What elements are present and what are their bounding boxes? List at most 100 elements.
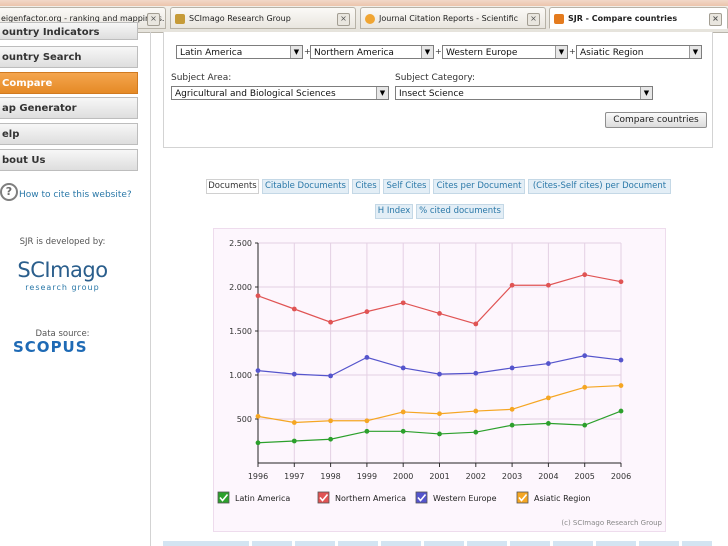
region-select-2[interactable]: Northern America ▼ xyxy=(310,45,434,59)
close-tab-icon[interactable]: × xyxy=(527,13,540,26)
browser-tab-scimago[interactable]: SCImago Research Group × xyxy=(170,7,356,29)
data-point xyxy=(437,371,442,377)
data-point xyxy=(509,365,515,371)
checkmark-icon xyxy=(319,493,329,502)
tab-bar-accent xyxy=(0,0,728,6)
tab-label: eigenfactor.org - ranking and mapping s.… xyxy=(1,14,166,23)
data-point xyxy=(509,406,515,412)
data-point xyxy=(618,279,624,285)
tab-self-cites[interactable]: Self Cites xyxy=(383,179,430,194)
dropdown-arrow-icon: ▼ xyxy=(421,46,433,58)
footer-bar-segment xyxy=(467,541,507,546)
dropdown-arrow-icon: ▼ xyxy=(376,87,388,99)
compare-countries-button[interactable]: Compare countries xyxy=(605,112,707,128)
data-point xyxy=(582,353,588,359)
chart-credit: (c) SCImago Research Group xyxy=(561,519,662,527)
scopus-logo: SCOPUS xyxy=(13,338,88,356)
y-tick-label: 500 xyxy=(237,415,252,424)
data-point xyxy=(400,365,406,371)
browser-tab-jcr[interactable]: Journal Citation Reports - Scientific × xyxy=(360,7,546,29)
data-point xyxy=(364,428,370,434)
data-point xyxy=(618,383,624,388)
subject-area-select[interactable]: Agricultural and Biological Sciences ▼ xyxy=(171,86,389,100)
sidebar-item-label: ountry Search xyxy=(2,52,82,63)
subject-category-select[interactable]: Insect Science ▼ xyxy=(395,86,653,100)
tab-cites[interactable]: Cites xyxy=(352,179,380,194)
subject-area-value: Agricultural and Biological Sciences xyxy=(175,89,336,99)
region-select-value: Western Europe xyxy=(446,48,518,58)
data-point xyxy=(546,421,551,426)
sidebar-item-help[interactable]: elp xyxy=(0,123,138,145)
data-point xyxy=(328,319,333,325)
region-select-1[interactable]: Latin America ▼ xyxy=(176,45,303,59)
footer-bar-segment xyxy=(295,541,335,546)
sidebar-item-country-indicators[interactable]: ountry Indicators xyxy=(0,22,138,40)
close-tab-icon[interactable]: × xyxy=(337,13,350,26)
region-select-3[interactable]: Western Europe ▼ xyxy=(442,45,568,59)
data-point xyxy=(509,422,515,428)
x-tick-label: 2005 xyxy=(575,472,595,481)
tab-h-index[interactable]: H Index xyxy=(375,204,413,219)
legend-checkbox-icon xyxy=(317,491,330,504)
data-point xyxy=(291,420,297,425)
close-tab-icon[interactable]: × xyxy=(709,13,722,26)
tab-percent-cited-documents[interactable]: % cited documents xyxy=(416,204,504,219)
x-tick-label: 2001 xyxy=(429,472,449,481)
tab-label: Journal Citation Reports - Scientific xyxy=(379,14,519,23)
data-point xyxy=(618,357,624,363)
how-to-cite-link[interactable]: How to cite this website? xyxy=(19,190,132,200)
data-point xyxy=(546,395,551,401)
data-point xyxy=(546,361,551,366)
sidebar-item-about-us[interactable]: bout Us xyxy=(0,149,138,171)
region-select-4[interactable]: Asiatic Region ▼ xyxy=(576,45,702,59)
data-point xyxy=(473,321,479,327)
data-point xyxy=(509,282,515,288)
y-tick-label: 2.500 xyxy=(229,239,252,248)
checkmark-icon xyxy=(219,493,229,502)
sidebar-item-label: ap Generator xyxy=(2,103,77,114)
dropdown-arrow-icon: ▼ xyxy=(555,46,567,58)
browser-tab-sjr-compare[interactable]: SJR - Compare countries × xyxy=(549,7,728,29)
help-icon: ? xyxy=(0,183,18,201)
data-point xyxy=(473,408,479,414)
tab-label: SCImago Research Group xyxy=(189,14,291,23)
tab-citable-documents[interactable]: Citable Documents xyxy=(262,179,349,194)
dropdown-arrow-icon: ▼ xyxy=(640,87,652,99)
sidebar-item-label: ountry Indicators xyxy=(2,27,100,38)
data-point xyxy=(364,355,370,360)
region-select-value: Northern America xyxy=(314,48,394,58)
tab-documents[interactable]: Documents xyxy=(206,179,259,194)
footer-bar-segment xyxy=(682,541,712,546)
sidebar-item-compare[interactable]: Compare xyxy=(0,72,138,94)
footer-bar-segment xyxy=(639,541,679,546)
content-divider xyxy=(150,32,151,546)
data-point xyxy=(437,311,442,316)
data-point xyxy=(400,428,406,434)
close-tab-icon[interactable]: × xyxy=(147,13,160,26)
plus-separator: + xyxy=(435,47,442,56)
data-source-text: Data source: xyxy=(35,329,90,339)
data-point xyxy=(328,373,333,379)
data-point xyxy=(618,408,624,414)
sidebar-item-country-search[interactable]: ountry Search xyxy=(0,46,138,68)
tab-label: SJR - Compare countries xyxy=(568,14,678,23)
sidebar-item-map-generator[interactable]: ap Generator xyxy=(0,97,138,119)
sidebar-item-label: Compare xyxy=(2,78,53,89)
x-tick-label: 2004 xyxy=(538,472,558,481)
data-point xyxy=(582,272,588,278)
dropdown-arrow-icon: ▼ xyxy=(290,46,302,58)
tab-cites-self-cites-per-document[interactable]: (Cites-Self cites) per Document xyxy=(528,179,671,194)
footer-bar-segment xyxy=(553,541,593,546)
x-tick-label: 1996 xyxy=(248,472,268,481)
jcr-favicon xyxy=(365,13,375,24)
footer-bar-segment xyxy=(381,541,421,546)
footer-bar-segment xyxy=(163,541,249,546)
plus-separator: + xyxy=(569,47,576,56)
tab-cites-per-document[interactable]: Cites per Document xyxy=(433,179,525,194)
subject-area-label: Subject Area: xyxy=(171,73,232,83)
data-point xyxy=(255,293,261,299)
y-tick-label: 2.000 xyxy=(229,283,252,292)
data-point xyxy=(291,371,297,377)
y-tick-label: 1.500 xyxy=(229,327,252,336)
